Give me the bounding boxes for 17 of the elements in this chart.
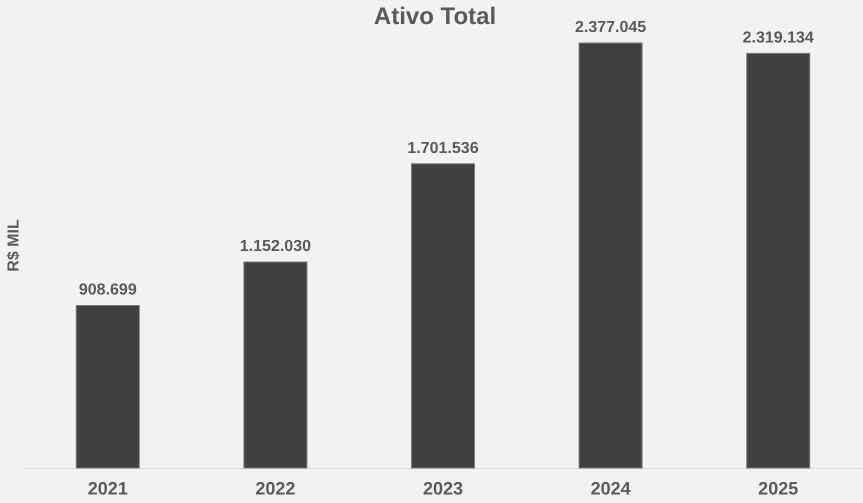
data-label: 2.377.045	[575, 19, 646, 36]
bar	[410, 163, 476, 468]
bar	[243, 262, 308, 468]
y-axis-title: R$ MIL	[6, 219, 22, 272]
x-tick-label: 2021	[88, 478, 128, 498]
data-label: 1.701.536	[407, 140, 479, 157]
x-tick-label: 2025	[758, 478, 798, 498]
data-label: 1.152.030	[240, 238, 312, 256]
bar	[578, 42, 643, 468]
x-tick-label: 2022	[255, 478, 296, 498]
bar	[746, 52, 810, 468]
chart-title: Ativo Total	[374, 3, 496, 30]
data-label: 908.699	[78, 282, 137, 299]
x-tick-label: 2024	[590, 478, 631, 498]
data-label: 2.319.134	[742, 29, 814, 46]
bar	[76, 305, 140, 468]
x-tick-label: 2023	[422, 478, 464, 498]
